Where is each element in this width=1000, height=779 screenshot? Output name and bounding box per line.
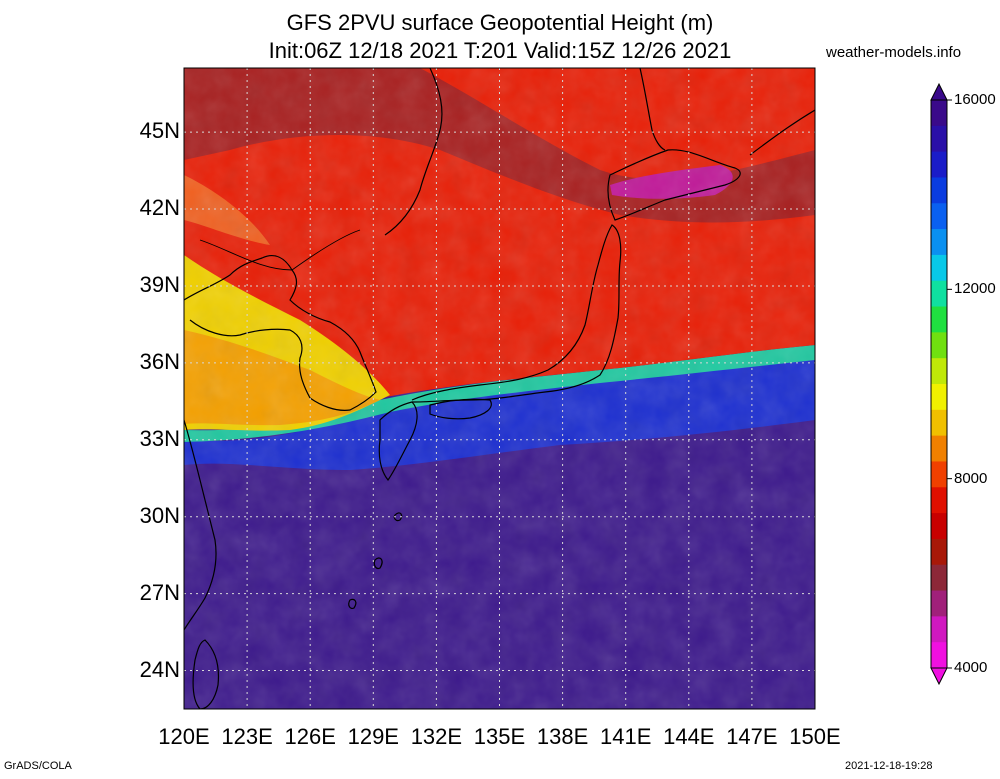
colorbar-swatch (931, 513, 947, 540)
colorbar-swatch (931, 384, 947, 411)
software-credit: GrADS/COLA (4, 760, 72, 772)
colorbar-swatch (931, 538, 947, 566)
colorbar-label: 16000 (954, 91, 996, 108)
longitude-label: 126E (284, 724, 336, 749)
latitude-label: 45N (139, 118, 180, 144)
colorbar-label: 4000 (954, 659, 988, 676)
chart-title: GFS 2PVU surface Geopotential Height (m) (286, 10, 714, 35)
colorbar-frame (930, 99, 948, 669)
colorbar-label: 8000 (954, 469, 988, 487)
longitude-label: 129E (347, 724, 399, 749)
colorbar-swatch (931, 203, 947, 230)
latitude-label: 30N (139, 502, 180, 528)
chart-subtitle: Init:06Z 12/18 2021 T:201 Valid:15Z 12/2… (268, 38, 732, 63)
colorbar-swatch (931, 616, 947, 643)
colorbar-swatch (931, 254, 947, 282)
latitude-label: 24N (139, 656, 180, 682)
colorbar-swatch (931, 177, 947, 204)
colorbar-min-arrow (930, 667, 948, 686)
longitude-label: 132E (410, 724, 463, 749)
colorbar-swatch (931, 590, 947, 617)
latitude-label: 39N (139, 271, 180, 297)
colorbar-swatch (931, 358, 947, 385)
longitude-label: 150E (789, 724, 841, 749)
generation-timestamp: 2021-12-18-19:28 (845, 760, 933, 772)
coastlines (184, 68, 815, 709)
latitude-label: 33N (139, 425, 180, 451)
longitude-label: 141E (599, 724, 652, 749)
colorbar-swatch (931, 125, 947, 153)
latitude-label: 42N (139, 195, 180, 221)
longitude-label: 144E (663, 724, 715, 749)
map-frame (183, 67, 816, 710)
colorbar-swatch (931, 332, 947, 359)
colorbar-label: 12000 (954, 280, 996, 298)
height-field (184, 68, 815, 709)
colorbar-swatch (931, 280, 947, 308)
colorbar-swatch (931, 487, 947, 514)
colorbar-swatch (931, 100, 947, 127)
latitude-label: 36N (139, 348, 180, 374)
colorbar-swatch (931, 229, 947, 256)
longitude-label: 123E (221, 724, 273, 749)
colorbar (930, 82, 952, 686)
longitude-label: 135E (473, 724, 526, 749)
colorbar-swatch (931, 306, 947, 333)
latitude-label: 27N (139, 579, 180, 605)
longitude-label: 138E (536, 724, 589, 749)
graticule (184, 68, 815, 709)
colorbar-swatch (931, 642, 947, 669)
colorbar-swatch (931, 151, 947, 178)
colorbar-swatch (931, 461, 947, 488)
longitude-label: 147E (726, 724, 778, 749)
colorbar-max-arrow (930, 82, 948, 101)
colorbar-swatch (931, 435, 947, 462)
longitude-label: 120E (158, 724, 210, 749)
colorbar-swatch (931, 564, 947, 592)
colorbar-swatch (931, 409, 947, 437)
source-credit: weather-models.info (826, 44, 962, 61)
